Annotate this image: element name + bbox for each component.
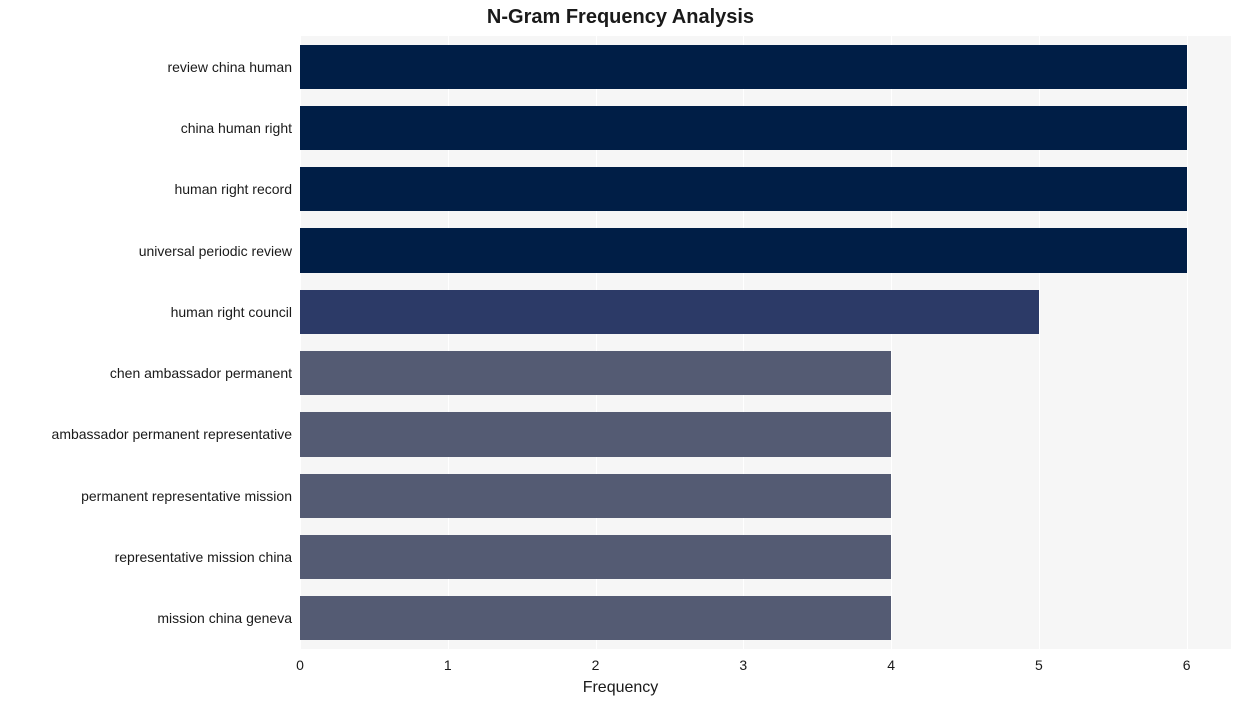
bar — [300, 535, 891, 579]
y-axis-label: universal periodic review — [2, 243, 292, 259]
x-axis-tick: 1 — [444, 657, 452, 673]
gridline — [1187, 36, 1188, 649]
y-axis-label: china human right — [2, 120, 292, 136]
y-axis-label: chen ambassador permanent — [2, 365, 292, 381]
y-axis-label: permanent representative mission — [2, 488, 292, 504]
bar — [300, 167, 1187, 211]
x-axis-tick: 4 — [887, 657, 895, 673]
plot-area — [300, 36, 1231, 649]
x-axis-tick: 0 — [296, 657, 304, 673]
y-axis-label: mission china geneva — [2, 610, 292, 626]
bar — [300, 45, 1187, 89]
bar — [300, 290, 1039, 334]
x-axis-tick: 5 — [1035, 657, 1043, 673]
bar — [300, 412, 891, 456]
x-axis-label: Frequency — [0, 679, 1241, 697]
bar — [300, 106, 1187, 150]
bar — [300, 228, 1187, 272]
y-axis-label: ambassador permanent representative — [2, 426, 292, 442]
y-axis-label: human right record — [2, 181, 292, 197]
y-axis-label: review china human — [2, 59, 292, 75]
x-axis-ticks: 0123456 — [300, 657, 1231, 677]
y-axis-label: human right council — [2, 304, 292, 320]
ngram-frequency-chart: N-Gram Frequency Analysis review china h… — [0, 0, 1241, 701]
bar — [300, 596, 891, 640]
bar — [300, 474, 891, 518]
x-axis-tick: 6 — [1183, 657, 1191, 673]
y-axis-label: representative mission china — [2, 549, 292, 565]
y-axis-labels: review china human china human right human… — [0, 36, 296, 649]
chart-title: N-Gram Frequency Analysis — [0, 6, 1241, 29]
x-axis-tick: 3 — [739, 657, 747, 673]
bar — [300, 351, 891, 395]
x-axis-tick: 2 — [592, 657, 600, 673]
